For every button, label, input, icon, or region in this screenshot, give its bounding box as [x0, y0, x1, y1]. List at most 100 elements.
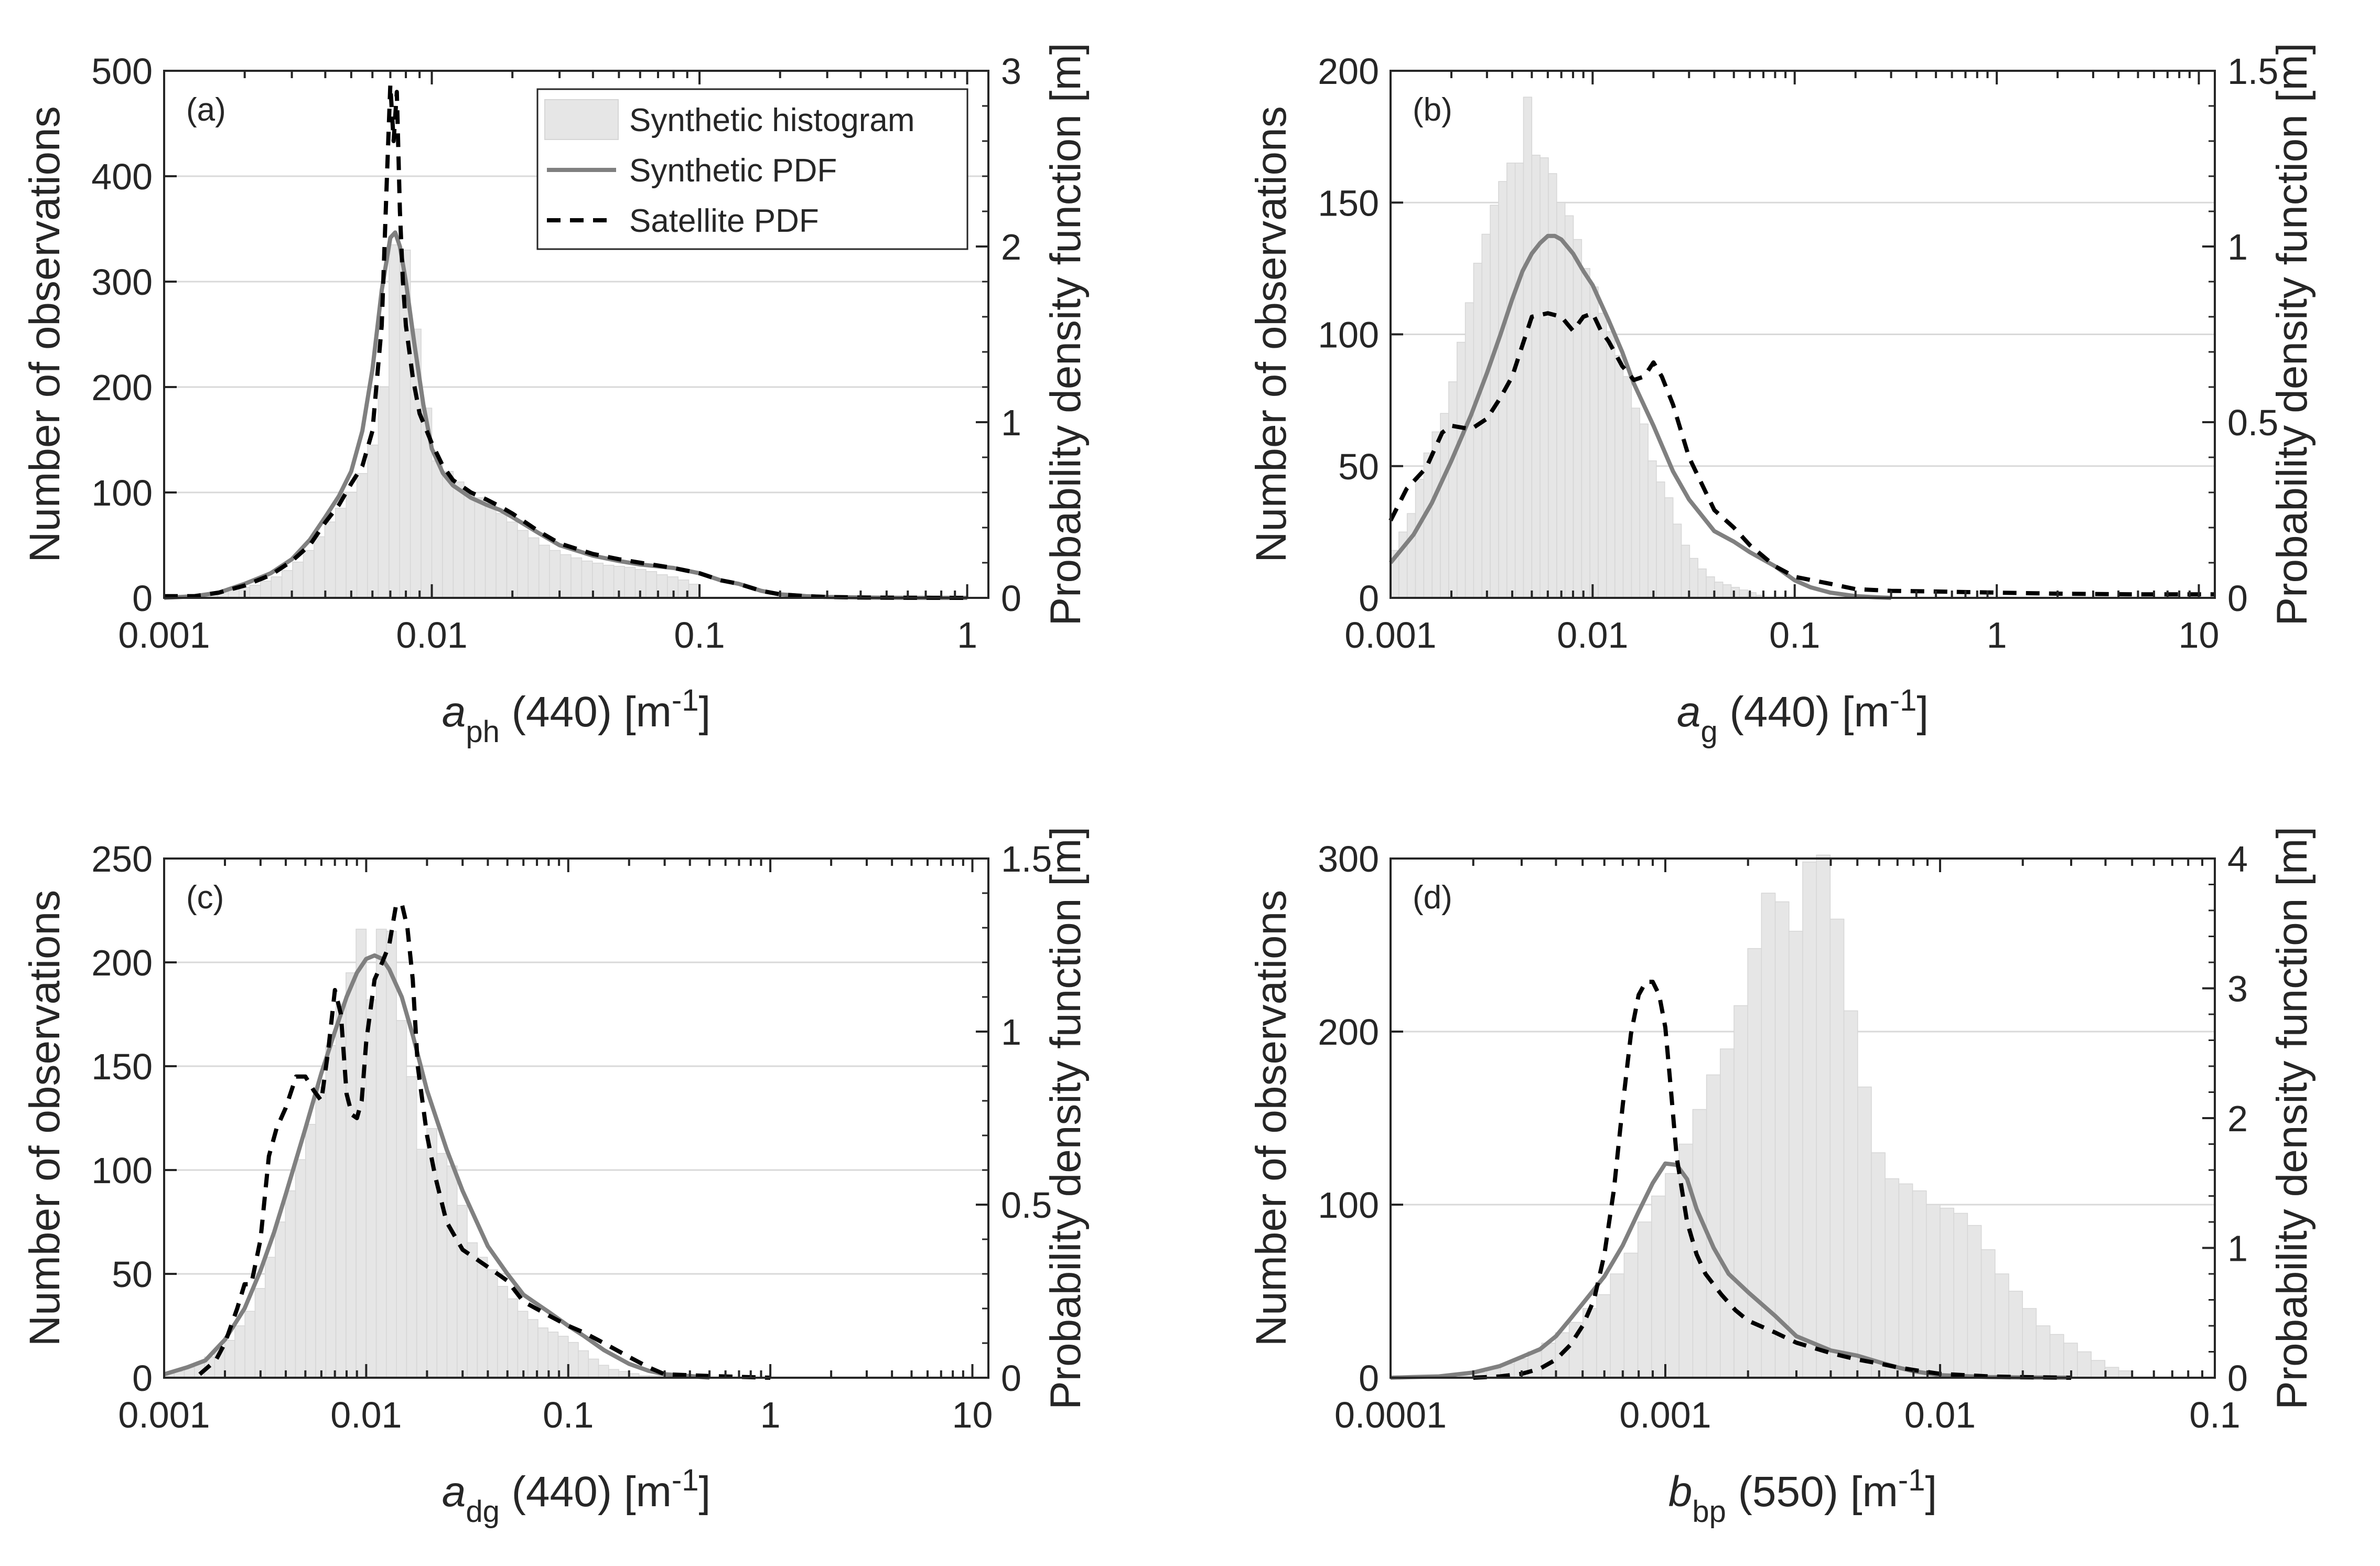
- x-axis-label-superscript: -1: [1898, 1463, 1925, 1497]
- histogram-bar: [1761, 893, 1776, 1378]
- histogram-bar: [1614, 355, 1624, 598]
- histogram-bar: [346, 492, 358, 598]
- y-tick-label: 300: [91, 262, 153, 303]
- histogram-bar: [396, 1020, 407, 1378]
- histogram-bar: [1473, 263, 1483, 598]
- histogram-bar: [249, 585, 261, 598]
- histogram-bar: [375, 928, 387, 1378]
- y-axis-label: Number of observations: [21, 890, 69, 1347]
- legend-label: Synthetic histogram: [629, 102, 914, 138]
- histogram-bar: [467, 1242, 478, 1378]
- y-tick-label: 0: [132, 578, 153, 619]
- y2-tick-label: 1.5: [1001, 839, 1052, 879]
- histogram-bar: [303, 550, 315, 598]
- histogram-bar: [416, 1149, 427, 1378]
- histogram-bar: [1606, 331, 1616, 598]
- histogram-bar: [581, 560, 593, 598]
- histogram-bar: [378, 387, 390, 598]
- satellite-pdf-line: [1473, 980, 2072, 1380]
- histogram-bar: [446, 1165, 458, 1378]
- panel-label: (b): [1413, 92, 1452, 128]
- x-axis-label-superscript: -1: [1890, 683, 1917, 717]
- histogram-bar: [1582, 1308, 1597, 1378]
- histogram-bar: [527, 537, 540, 598]
- x-tick-label: 0.01: [1904, 1395, 1976, 1435]
- y-tick-label: 200: [1318, 51, 1379, 92]
- y-tick-label: 300: [1318, 839, 1379, 879]
- histogram-bar: [1953, 1213, 1968, 1378]
- histogram-bar: [507, 1298, 519, 1378]
- panel-c: 0.001 0.01 0.1 1 1005010015020025000.511.5(c…: [21, 827, 1090, 1529]
- y-tick-label: 150: [1318, 183, 1379, 223]
- histogram-bar: [1639, 423, 1649, 598]
- histogram-bar: [1843, 1010, 1858, 1378]
- x-axis-label-text: (440) [m: [500, 688, 672, 736]
- histogram-bar: [1647, 460, 1657, 598]
- panel-b: 0.001 0.01 0.1 1 1005010015020000.511.5(b)Nu…: [1247, 42, 2316, 749]
- y-tick-label: 50: [1338, 446, 1379, 487]
- histogram-bar: [464, 492, 475, 598]
- histogram-bar: [1622, 376, 1632, 598]
- y-tick-label: 50: [112, 1254, 153, 1295]
- histogram-bar: [365, 999, 377, 1378]
- histogram-bar: [1406, 513, 1416, 598]
- y2-tick-label: 1.5: [2227, 51, 2278, 92]
- histogram-bar: [570, 557, 583, 598]
- x-tick-label: 0.0001: [1334, 1395, 1447, 1435]
- histogram-bar: [645, 571, 658, 598]
- histogram-bar: [1720, 1048, 1735, 1378]
- histogram-bar: [1539, 157, 1549, 598]
- histogram-bar: [305, 1124, 316, 1378]
- histogram-bar: [538, 544, 550, 598]
- y2-tick-label: 4: [2227, 839, 2248, 879]
- plot-frame: [163, 857, 989, 1379]
- histogram-bar: [234, 1325, 245, 1378]
- histogram-bar: [442, 471, 454, 598]
- y2-tick-label: 0.5: [1001, 1185, 1052, 1226]
- histogram-bar: [389, 244, 401, 598]
- histogram-bar: [295, 1159, 306, 1378]
- y2-tick-label: 0: [1001, 578, 1021, 619]
- histogram-bar: [1739, 589, 1749, 598]
- histogram-bar: [688, 584, 700, 598]
- histogram-bar: [1596, 1294, 1611, 1378]
- histogram-bar: [325, 1045, 337, 1378]
- histogram-bar: [1423, 452, 1433, 598]
- x-tick-label: 0.01: [396, 615, 467, 656]
- histogram-bar: [537, 1327, 548, 1378]
- histogram-bar: [1415, 479, 1425, 598]
- y-tick-label: 0: [1359, 578, 1379, 619]
- y-tick-label: 100: [91, 473, 153, 513]
- histogram-bar: [1697, 568, 1707, 598]
- x-axis-label-close: ]: [1916, 688, 1929, 736]
- y2-tick-label: 3: [2227, 969, 2248, 1010]
- histogram-bar: [1857, 1086, 1872, 1378]
- histogram-bar: [1589, 286, 1599, 598]
- panel-a: 0.001 0.01 0.1 101002003004005000123(a)Numb…: [21, 42, 1090, 749]
- legend-swatch-histogram: [544, 99, 619, 140]
- y2-tick-label: 2: [1001, 227, 1021, 267]
- histogram-bar: [1747, 948, 1762, 1378]
- histogram-bar: [386, 930, 397, 1378]
- x-tick-label: 0.01: [1557, 615, 1628, 656]
- y2-axis-label: Probability density function [m]: [1042, 42, 1090, 626]
- x-axis-label-subscript: g: [1700, 715, 1717, 749]
- histogram-bar: [1531, 155, 1541, 598]
- x-tick-label: 0.1: [674, 615, 725, 656]
- histogram-bar: [324, 521, 336, 598]
- histogram-bar: [1651, 1195, 1666, 1378]
- histogram-bar: [1637, 1221, 1652, 1378]
- y-tick-label: 400: [91, 156, 153, 197]
- histogram-bar: [567, 1342, 579, 1378]
- x-axis-label: ag (440) [m-1]: [1677, 683, 1929, 749]
- histogram-bar: [1664, 497, 1674, 598]
- x-axis-label-close: ]: [699, 688, 711, 736]
- histogram-bar: [1829, 918, 1845, 1378]
- histogram-bar: [602, 564, 615, 598]
- y-axis-label: Number of observations: [1247, 106, 1295, 563]
- histogram-bar: [1912, 1190, 1927, 1378]
- histogram-bar: [1556, 202, 1566, 598]
- x-axis-label-symbol: a: [442, 688, 466, 736]
- x-axis-label-subscript: dg: [466, 1495, 500, 1529]
- histogram-bar: [496, 513, 508, 598]
